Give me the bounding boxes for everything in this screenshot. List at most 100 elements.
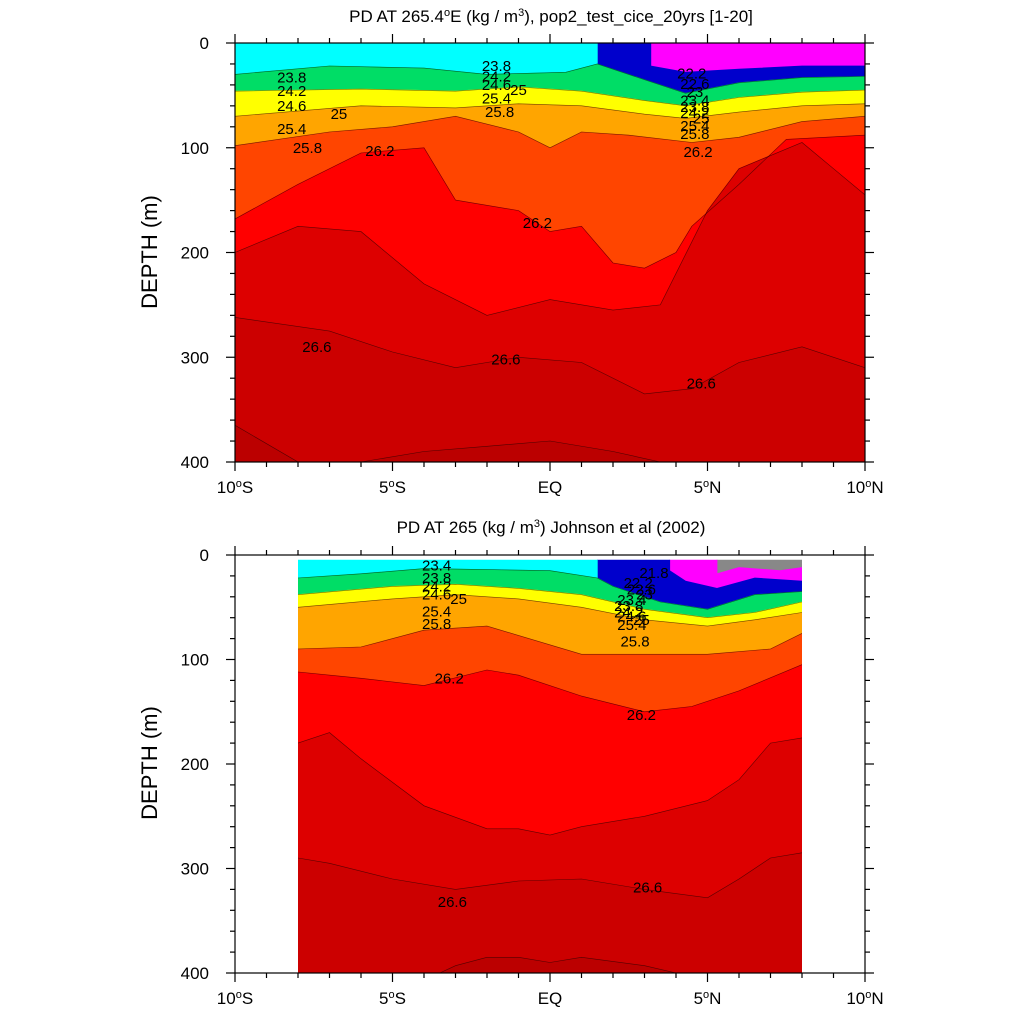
contour-label: 24.6	[617, 609, 646, 626]
contour-label: 21.8	[639, 565, 668, 582]
contour-labels: 23.423.824.224.6 2525.425.826.221.822.222…	[422, 557, 669, 910]
contour-lines	[298, 568, 802, 973]
y-tick-label: 100	[181, 139, 209, 158]
contour-label: 25.8	[422, 616, 451, 633]
chart-title: PD AT 265 (kg / m3) Johnson et al (2002)	[397, 518, 706, 537]
y-tick-label: 0	[200, 546, 209, 565]
contour-label: 26.2	[365, 143, 394, 160]
contour-label: 23.4	[680, 93, 709, 110]
contour-line	[235, 142, 865, 316]
contour-line	[235, 317, 865, 395]
contour-label: 25	[450, 591, 467, 608]
x-tick-label: 10oS	[217, 478, 253, 497]
y-axis: 0 100 200 300 400	[181, 546, 874, 983]
contour-label: 24.6	[277, 98, 306, 115]
chart-title: PD AT 265.4oE (kg / m3), pop2_test_cice_…	[349, 7, 753, 26]
contour-label: 22.6	[627, 581, 656, 598]
contour-label: 23.4	[617, 592, 646, 609]
density-bands	[235, 43, 865, 462]
contour-line	[235, 115, 865, 149]
contour-line	[235, 103, 865, 119]
y-tick-label: 200	[181, 244, 209, 263]
contour-label: 26.6	[491, 351, 520, 368]
contour-line	[235, 134, 865, 269]
contour-label: 23.8	[482, 58, 511, 75]
contour-line	[298, 594, 802, 627]
contour-label: 25	[633, 612, 650, 629]
contour-label: 23	[687, 84, 704, 101]
contour-label: 23.8	[277, 70, 306, 87]
contour-label: 22.6	[680, 76, 709, 93]
contour-label: 23.8	[680, 99, 709, 116]
contour-line	[235, 86, 865, 107]
contour-label: 25.8	[485, 104, 514, 121]
contour-label: 22.2	[677, 65, 706, 82]
contour-label: 25.4	[482, 91, 511, 108]
x-tick-label: 5oS	[379, 478, 406, 497]
contour-label: 24.2	[482, 69, 511, 86]
contour-label: 26.2	[683, 144, 712, 161]
contour-label: 26.2	[627, 707, 656, 724]
contour-line	[298, 664, 802, 713]
x-tick-label: 5oN	[694, 478, 722, 497]
contour-label: 26.2	[523, 215, 552, 232]
contour-lines	[235, 63, 865, 462]
contour-label: 25.8	[620, 634, 649, 651]
y-tick-label: 400	[181, 964, 209, 983]
plot-area: 23.423.824.224.6 2525.425.826.221.822.222…	[181, 546, 884, 1008]
x-tick-label: EQ	[538, 478, 563, 497]
contour-label: 24.6	[422, 587, 451, 604]
contour-line	[298, 625, 802, 655]
y-tick-label: 200	[181, 755, 209, 774]
x-tick-label: 10oN	[846, 989, 883, 1008]
x-tick-label: 5oN	[694, 989, 722, 1008]
contour-label: 26.6	[687, 375, 716, 392]
panel-model: PD AT 265.4oE (kg / m3), pop2_test_cice_…	[137, 7, 884, 497]
y-tick-label: 0	[200, 34, 209, 53]
panel-observations: PD AT 265 (kg / m3) Johnson et al (2002)…	[137, 518, 884, 1008]
y-axis-label: DEPTH (m)	[137, 706, 162, 820]
contour-label: 23.4	[422, 557, 451, 574]
contour-label: 23	[636, 587, 653, 604]
contour-label: 25.8	[680, 126, 709, 143]
contour-label: 26.6	[302, 339, 331, 356]
y-tick-label: 400	[181, 453, 209, 472]
contour-label: 25	[331, 106, 348, 123]
contour-line	[298, 732, 802, 836]
contour-label: 25.4	[277, 121, 306, 138]
contour-label: 24.2	[614, 604, 643, 621]
contour-line	[298, 583, 802, 619]
y-axis: 0 100 200 300 400	[181, 34, 874, 472]
contour-label: 22.2	[624, 575, 653, 592]
y-tick-label: 300	[181, 348, 209, 367]
contour-line	[298, 568, 802, 610]
contour-line	[235, 425, 661, 462]
contour-label: 25.8	[293, 140, 322, 157]
contour-label: 25.4	[422, 603, 451, 620]
contour-label: 23.8	[422, 570, 451, 587]
density-bands	[298, 559, 802, 973]
contour-label: 26.6	[438, 894, 467, 911]
contour-label: 25	[510, 82, 527, 99]
contour-line	[298, 852, 802, 899]
contour-label: 23.8	[614, 598, 643, 615]
contour-label: 25	[693, 110, 710, 127]
x-axis: 10oS 5oS EQ 5oN 10oN	[217, 34, 884, 497]
x-axis: 10oS 5oS EQ 5oN 10oN	[217, 546, 884, 1008]
contour-label: 24.6	[482, 77, 511, 94]
contour-label: 24.2	[277, 83, 306, 100]
y-axis-label: DEPTH (m)	[137, 195, 162, 309]
contour-label: 24.2	[680, 105, 709, 122]
contour-line	[235, 63, 865, 94]
y-tick-label: 300	[181, 860, 209, 879]
x-tick-label: 5oS	[379, 989, 406, 1008]
x-tick-label: 10oN	[846, 478, 883, 497]
contour-label: 26.6	[633, 879, 662, 896]
contour-line	[439, 956, 677, 973]
x-tick-label: 10oS	[217, 989, 253, 1008]
contour-label: 26.2	[435, 670, 464, 687]
y-tick-label: 100	[181, 651, 209, 670]
